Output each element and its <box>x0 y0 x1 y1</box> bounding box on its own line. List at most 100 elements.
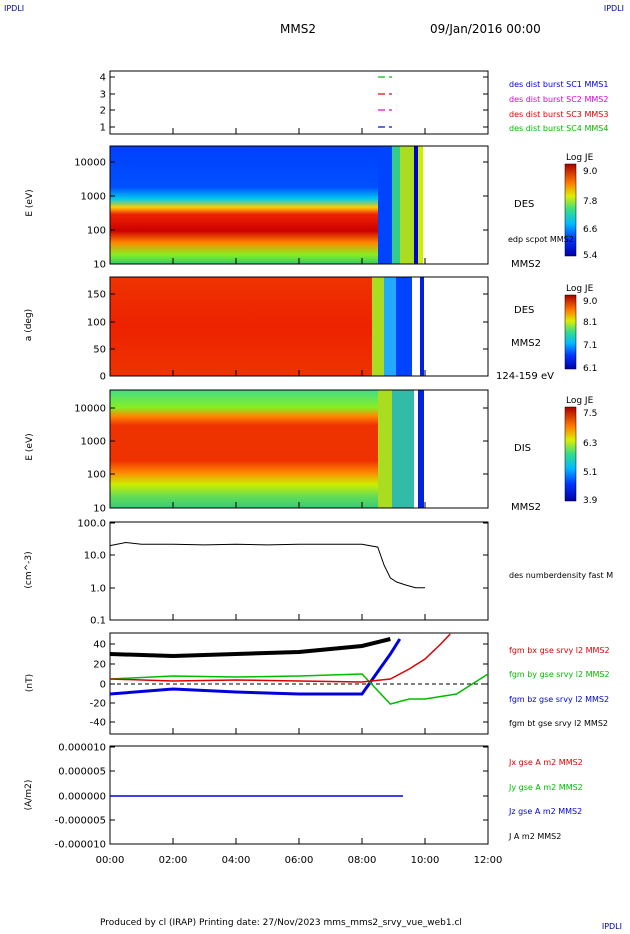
p4-tick-label: 100 <box>87 470 106 481</box>
x-tick-label: 10:00 <box>411 855 440 866</box>
date-title: 09/Jan/2016 00:00 <box>430 22 541 36</box>
ylabel-p7: (A/m2) <box>24 779 34 811</box>
panel-des-pitch-angle: 150 100 50 0 <box>87 276 489 383</box>
p2-tick-label: 1000 <box>81 192 106 203</box>
panel-current-density: 0.000010 0.000005 0.000000 -0.000005 -0.0000… <box>55 743 489 851</box>
p2-label-sc: MMS2 <box>511 259 541 270</box>
corner-label-bottom-right: IPDLI <box>601 922 622 931</box>
legend-jz: Jz gse A m2 MMS2 <box>509 807 583 816</box>
spacecraft-title: MMS2 <box>280 22 316 36</box>
panel-density: 100.0 10.0 1.0 0.1 <box>77 519 489 627</box>
footer-text: Produced by cl (IRAP) Printing date: 27/… <box>100 918 462 928</box>
colorbar-des-energy <box>564 163 577 257</box>
panel-burst-flags: 4 3 2 1 <box>100 70 489 135</box>
p5-tick-label: 1.0 <box>90 584 106 595</box>
bz-line <box>109 638 402 696</box>
ylabel-p4: E (eV) <box>25 433 35 461</box>
cb2-title: Log JE <box>566 153 594 163</box>
p4-label-instrument: DIS <box>514 443 531 454</box>
cb2-tick: 7.8 <box>583 197 598 207</box>
bt-line <box>109 637 391 659</box>
p6-tick-label: 20 <box>93 660 106 671</box>
legend-bz: fgm bz gse srvy l2 MMS2 <box>509 695 610 704</box>
legend-j: J A m2 MMS2 <box>509 832 562 841</box>
p6-tick-label: -40 <box>90 718 106 729</box>
p7-tick-label: -0.000005 <box>55 816 106 827</box>
legend-jx: Jx gse A m2 MMS2 <box>509 758 583 767</box>
density-line <box>109 541 425 589</box>
p6-tick-label: -20 <box>90 699 106 710</box>
x-tick-label: 08:00 <box>348 855 377 866</box>
p3-tick-label: 150 <box>87 290 106 301</box>
p2-tick-label: 100 <box>87 226 106 237</box>
x-tick-label: 00:00 <box>96 855 125 866</box>
p6-tick-label: 40 <box>93 640 106 651</box>
p3-tick-label: 50 <box>93 345 106 356</box>
ylabel-p6: (nT) <box>25 673 35 693</box>
cb4-tick: 5.1 <box>583 468 598 478</box>
p1-tick-label: 3 <box>100 90 106 101</box>
cb3-tick: 8.1 <box>583 318 598 328</box>
p1-tick-label: 4 <box>100 73 106 84</box>
panel-des-energy-spectrogram: 10000 1000 100 10 <box>74 145 489 271</box>
p7-tick-label: 0.000000 <box>58 792 106 803</box>
x-tick-label: 04:00 <box>222 855 251 866</box>
p5-tick-label: 0.1 <box>90 616 106 627</box>
ylabel-p3: a (deg) <box>24 308 34 342</box>
x-tick-label: 12:00 <box>474 855 503 866</box>
cb3-tick: 6.1 <box>583 364 598 374</box>
p2-tick-label: 10 <box>93 260 106 271</box>
p2-tick-label: 10000 <box>74 158 106 169</box>
legend-sc3: des dist burst SC3 MMS3 <box>509 110 609 119</box>
p2-label-instrument: DES <box>514 199 535 210</box>
ylabel-p2: E (eV) <box>25 189 35 217</box>
x-tick-label: 02:00 <box>159 855 188 866</box>
corner-label-right: IPDLI <box>603 4 624 13</box>
corner-label-left: IPDLI <box>4 4 25 13</box>
bx-line <box>109 633 451 683</box>
colorbar-dis-energy <box>564 406 577 502</box>
cb3-title: Log JE <box>566 284 594 294</box>
p7-tick-label: 0.000005 <box>58 767 106 778</box>
p4-tick-label: 10 <box>93 504 106 515</box>
legend-jy: Jy gse A m2 MMS2 <box>509 783 583 792</box>
cb4-tick: 6.3 <box>583 439 598 449</box>
cb4-title: Log JE <box>566 396 594 406</box>
ylabel-p5: (cm^-3) <box>24 551 34 589</box>
cb4-tick: 3.9 <box>583 496 598 506</box>
cb3-tick: 9.0 <box>583 297 598 307</box>
cb3-tick: 7.1 <box>583 341 598 351</box>
p7-tick-label: -0.000010 <box>55 840 106 851</box>
p3-label-instrument: DES <box>514 305 535 316</box>
legend-bt: fgm bt gse srvy l2 MMS2 <box>509 719 608 728</box>
legend-bx: fgm bx gse srvy l2 MMS2 <box>509 646 610 655</box>
p4-label-sc: MMS2 <box>511 502 541 513</box>
p4-tick-label: 10000 <box>74 404 106 415</box>
panel-magnetic-field: 40 20 0 -20 -40 <box>90 632 489 735</box>
p5-tick-label: 10.0 <box>84 551 106 562</box>
p5-tick-label: 100.0 <box>77 519 106 530</box>
p6-tick-label: 0 <box>100 680 106 691</box>
p1-tick-label: 1 <box>100 123 106 134</box>
legend-by: fgm by gse srvy l2 MMS2 <box>509 670 610 679</box>
p4-tick-label: 1000 <box>81 437 106 448</box>
p7-tick-label: 0.000010 <box>58 743 106 754</box>
p3-tick-label: 100 <box>87 318 106 329</box>
panel-dis-energy-spectrogram: 10000 1000 100 10 <box>74 389 489 515</box>
p1-tick-label: 2 <box>100 106 106 117</box>
legend-sc2: des dist burst SC2 MMS2 <box>509 95 609 104</box>
legend-sc4: des dist burst SC4 MMS4 <box>509 124 609 133</box>
p3-tick-label: 0 <box>100 372 106 383</box>
colorbar-des-pitch <box>564 294 577 370</box>
by-line <box>109 673 489 705</box>
p5-label: des numberdensity fast M <box>509 571 614 580</box>
cb2-tick: 9.0 <box>583 167 598 177</box>
legend-sc1: des dist burst SC1 MMS1 <box>509 80 609 89</box>
x-tick-label: 06:00 <box>285 855 314 866</box>
p2-label-scpot: edp scpot MMS2 <box>508 235 574 244</box>
cb2-tick: 5.4 <box>583 251 598 261</box>
cb4-tick: 7.5 <box>583 409 598 419</box>
p3-label-energy: 124-159 eV <box>496 371 554 382</box>
cb2-tick: 6.6 <box>583 225 598 235</box>
